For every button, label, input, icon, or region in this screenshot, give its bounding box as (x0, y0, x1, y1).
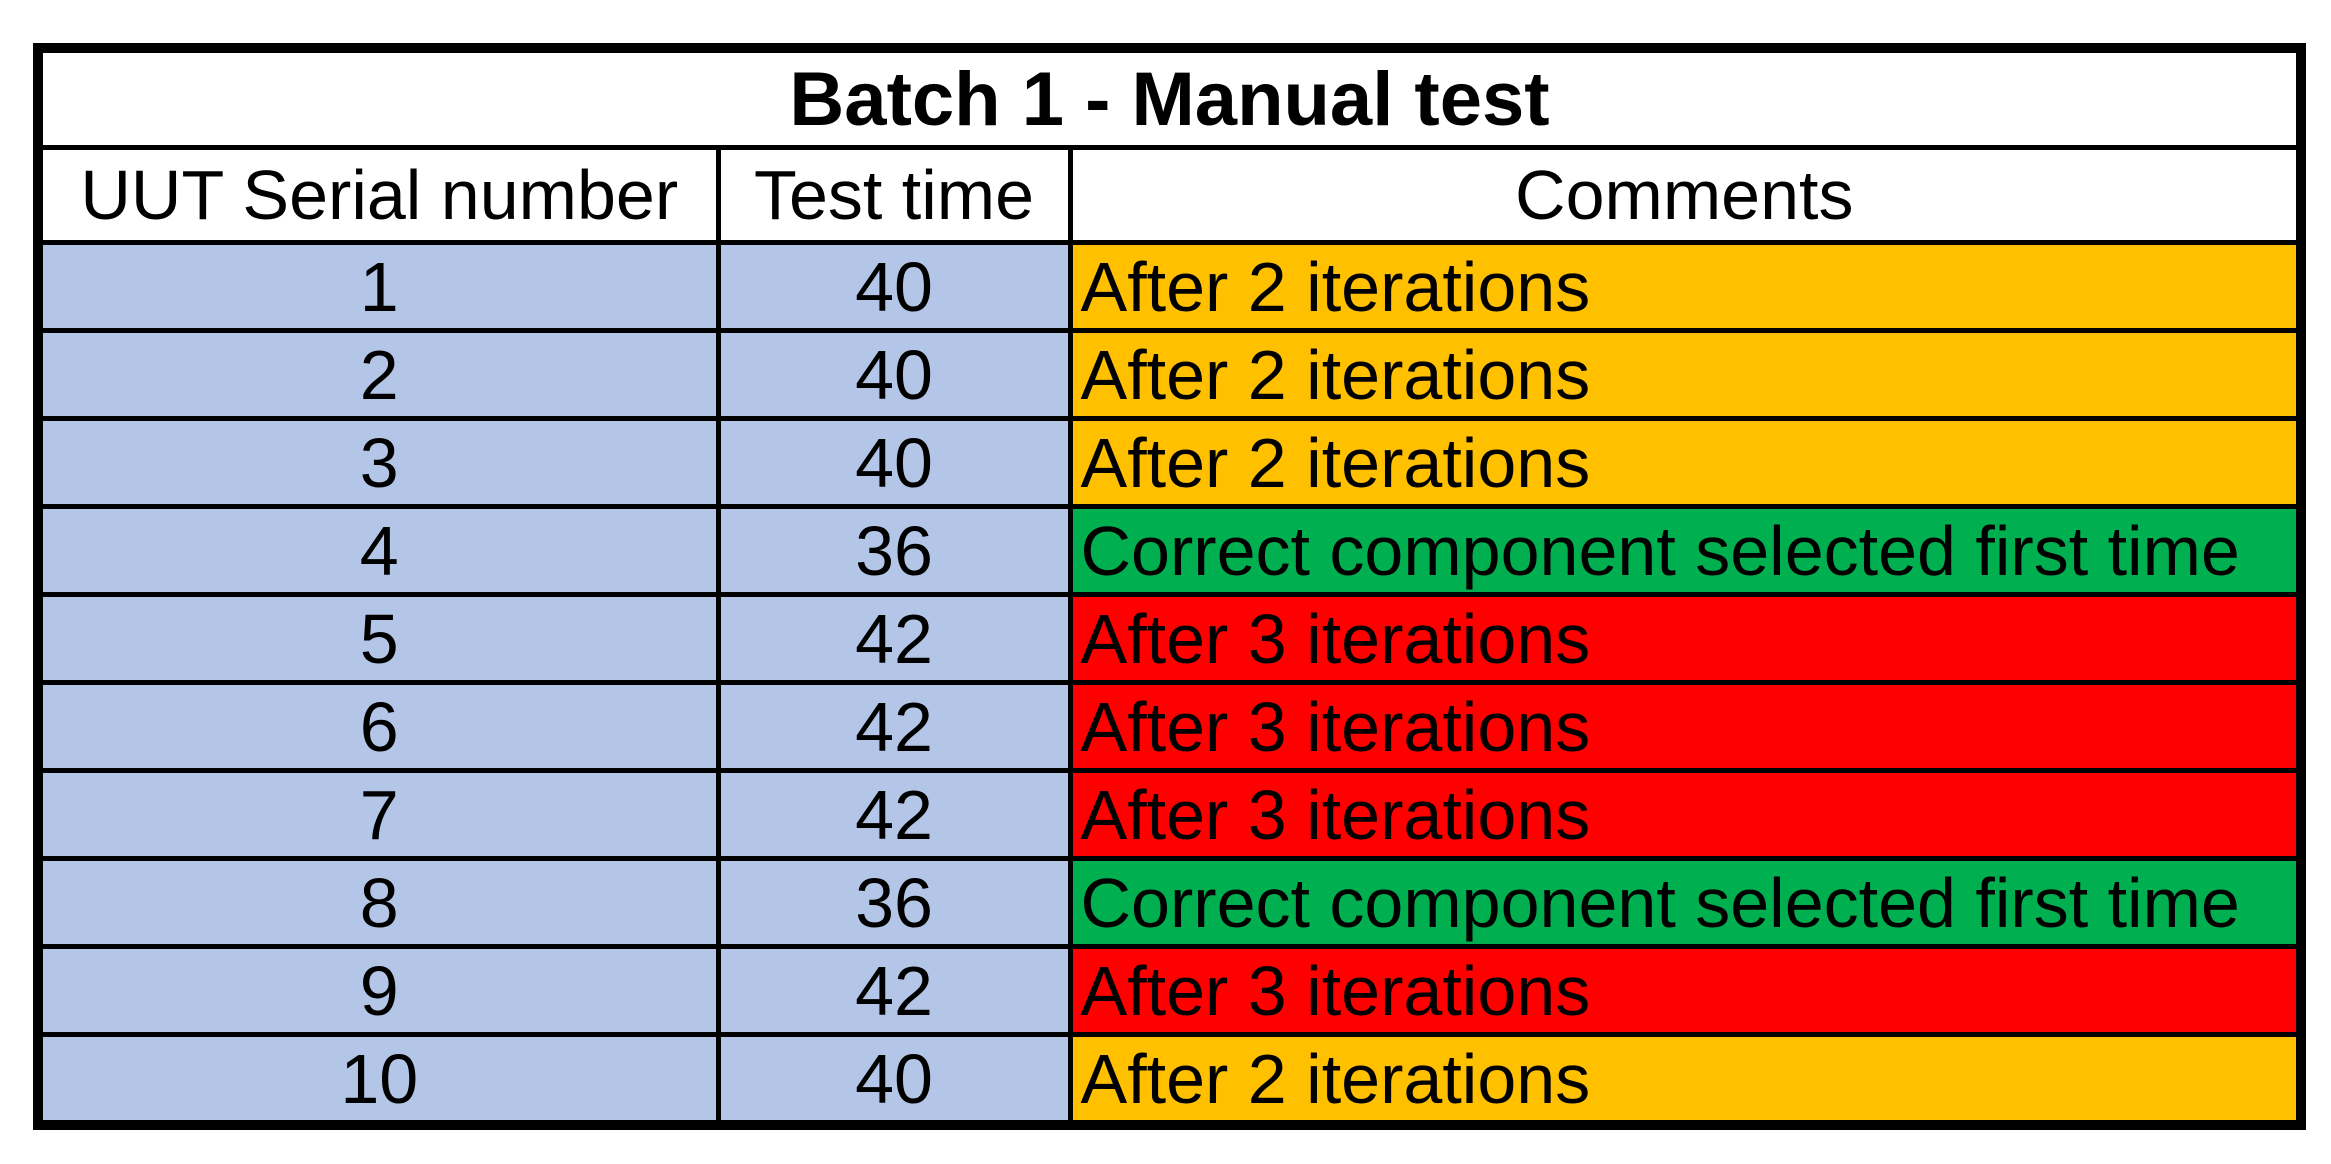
table-row: 6 42 After 3 iterations (35, 680, 2304, 773)
batch-test-table-container: Batch 1 - Manual test UUT Serial number … (33, 43, 2306, 1130)
comment-cell: After 3 iterations (1067, 944, 2304, 1037)
comment-cell: After 3 iterations (1067, 680, 2304, 773)
table-title-row: Batch 1 - Manual test (35, 45, 2304, 150)
table-row: 8 36 Correct component selected first ti… (35, 856, 2304, 949)
table-row: 3 40 After 2 iterations (35, 416, 2304, 509)
comment-cell: Correct component selected first time (1067, 504, 2304, 597)
table-header-row: UUT Serial number Test time Comments (35, 145, 2304, 245)
table-row: 7 42 After 3 iterations (35, 768, 2304, 861)
test-time-cell: 36 (715, 504, 1073, 597)
comment-cell: After 2 iterations (1067, 416, 2304, 509)
serial-number-cell: 8 (35, 856, 721, 949)
test-time-cell: 42 (715, 944, 1073, 1037)
table-title: Batch 1 - Manual test (35, 45, 2304, 150)
test-time-cell: 40 (715, 328, 1073, 421)
comment-cell: After 3 iterations (1067, 592, 2304, 685)
table-row: 4 36 Correct component selected first ti… (35, 504, 2304, 597)
table-row: 10 40 After 2 iterations (35, 1032, 2304, 1128)
comment-cell: Correct component selected first time (1067, 856, 2304, 949)
test-time-cell: 40 (715, 416, 1073, 509)
table-row: 1 40 After 2 iterations (35, 240, 2304, 333)
table-row: 2 40 After 2 iterations (35, 328, 2304, 421)
comment-cell: After 2 iterations (1067, 1032, 2304, 1128)
manual-test-table: Batch 1 - Manual test UUT Serial number … (33, 43, 2306, 1130)
serial-number-cell: 2 (35, 328, 721, 421)
test-time-cell: 40 (715, 1032, 1073, 1128)
serial-number-cell: 6 (35, 680, 721, 773)
column-header-test-time: Test time (715, 145, 1073, 245)
column-header-uut-serial-number: UUT Serial number (35, 145, 721, 245)
comment-cell: After 3 iterations (1067, 768, 2304, 861)
test-time-cell: 42 (715, 592, 1073, 685)
table-row: 5 42 After 3 iterations (35, 592, 2304, 685)
comment-cell: After 2 iterations (1067, 240, 2304, 333)
serial-number-cell: 9 (35, 944, 721, 1037)
table-body: 1 40 After 2 iterations 2 40 After 2 ite… (35, 240, 2304, 1128)
comment-cell: After 2 iterations (1067, 328, 2304, 421)
test-time-cell: 40 (715, 240, 1073, 333)
serial-number-cell: 10 (35, 1032, 721, 1128)
serial-number-cell: 1 (35, 240, 721, 333)
serial-number-cell: 3 (35, 416, 721, 509)
column-header-comments: Comments (1067, 145, 2304, 245)
test-time-cell: 42 (715, 768, 1073, 861)
test-time-cell: 42 (715, 680, 1073, 773)
serial-number-cell: 4 (35, 504, 721, 597)
table-row: 9 42 After 3 iterations (35, 944, 2304, 1037)
serial-number-cell: 5 (35, 592, 721, 685)
serial-number-cell: 7 (35, 768, 721, 861)
test-time-cell: 36 (715, 856, 1073, 949)
